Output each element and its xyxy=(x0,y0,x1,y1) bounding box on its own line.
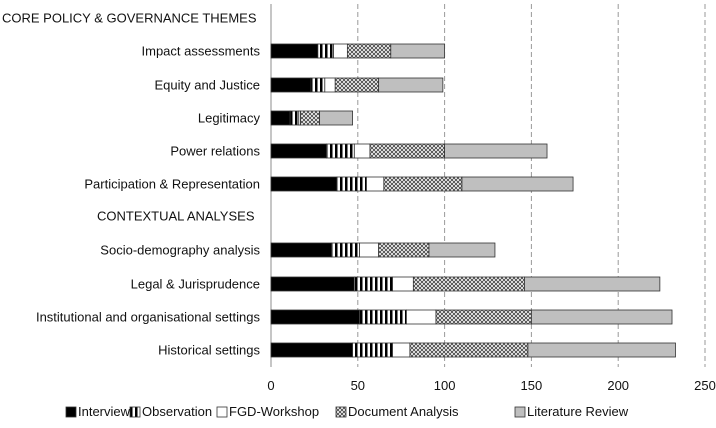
legend-label: Literature Review xyxy=(527,404,629,419)
bar-segment-5-fgd-workshop xyxy=(366,176,385,192)
bar-segment-7-observation xyxy=(353,276,393,292)
bar-segment-6-literature-review xyxy=(428,242,496,258)
legend-label: Interview xyxy=(78,404,131,419)
bar-segment-5-interview xyxy=(270,176,338,192)
bar-segment-9-fgd-workshop xyxy=(392,342,411,358)
bar-segment-3-document-analysis xyxy=(300,110,321,126)
x-tick-label: 150 xyxy=(521,378,543,393)
legend-label: Document Analysis xyxy=(348,404,459,419)
bar-segment-3-observation xyxy=(289,110,300,126)
x-axis: 0 50 100 150 200 250 xyxy=(267,378,715,393)
bar-segment-4-literature-review xyxy=(444,143,548,159)
bar-segment-7-interview xyxy=(270,276,355,292)
bar-segment-9-observation xyxy=(352,342,393,358)
x-tick-label: 50 xyxy=(351,378,365,393)
legend-swatch xyxy=(65,406,77,418)
x-tick-label: 100 xyxy=(434,378,456,393)
bar-segment-9-interview xyxy=(270,342,353,358)
category-label: Equity and Justice xyxy=(154,78,260,93)
bar-segment-9-document-analysis xyxy=(409,342,529,358)
bar-segment-8-literature-review xyxy=(531,309,673,325)
bar-segment-4-fgd-workshop xyxy=(353,143,371,159)
x-tick-label: 200 xyxy=(607,378,629,393)
bar-segment-7-fgd-workshop xyxy=(392,276,414,292)
group-heading: CORE POLICY & GOVERNANCE THEMES xyxy=(2,11,257,26)
bar-segment-4-observation xyxy=(326,143,355,159)
bar-segment-1-document-analysis xyxy=(346,43,392,59)
legend-swatch xyxy=(129,406,141,418)
legend: Interview Observation FGD-Workshop Document… xyxy=(65,404,629,419)
legend-swatch xyxy=(335,406,347,418)
legend-swatch xyxy=(216,406,228,418)
bar-segment-2-interview xyxy=(270,77,312,93)
category-label: Legal & Jurisprudence xyxy=(131,277,260,292)
bar-segment-7-document-analysis xyxy=(412,276,525,292)
bar-segment-5-literature-review xyxy=(461,176,574,192)
bar-segment-3-interview xyxy=(270,110,291,126)
x-tick-label: 0 xyxy=(267,378,274,393)
bar-segment-2-literature-review xyxy=(378,77,444,93)
bar-segment-2-document-analysis xyxy=(334,77,380,93)
bar-segment-6-fgd-workshop xyxy=(359,242,380,258)
bar-segment-2-fgd-workshop xyxy=(324,77,336,93)
bar-segment-7-literature-review xyxy=(524,276,661,292)
bar-segment-5-document-analysis xyxy=(383,176,463,192)
bar-segment-8-fgd-workshop xyxy=(406,309,437,325)
bar-segment-1-interview xyxy=(270,43,319,59)
bar-segment-4-interview xyxy=(270,143,327,159)
legend-swatch xyxy=(514,406,526,418)
category-labels: Impact assessments Equity and Justice Legi… xyxy=(2,11,260,358)
category-label: Legitimacy xyxy=(198,111,261,126)
category-label: Participation & Representation xyxy=(84,177,260,192)
category-label: Impact assessments xyxy=(142,44,261,59)
category-label: Socio-demography analysis xyxy=(100,243,260,258)
bar-segment-4-document-analysis xyxy=(369,143,445,159)
bar-segment-1-observation xyxy=(317,43,334,59)
legend-label: Observation xyxy=(142,404,212,419)
bars-layer xyxy=(270,43,676,358)
bar-segment-8-document-analysis xyxy=(435,309,532,325)
category-label: Historical settings xyxy=(158,343,260,358)
bar-segment-9-literature-review xyxy=(527,342,676,358)
category-label: Power relations xyxy=(170,144,260,159)
bar-segment-1-fgd-workshop xyxy=(333,43,348,59)
bar-segment-1-literature-review xyxy=(390,43,445,59)
bar-segment-3-literature-review xyxy=(319,110,353,126)
bar-segment-8-observation xyxy=(359,309,407,325)
bar-segment-5-observation xyxy=(336,176,367,192)
bar-segment-8-interview xyxy=(270,309,360,325)
bar-segment-6-interview xyxy=(270,242,333,258)
bar-segment-2-observation xyxy=(310,77,326,93)
group-heading: CONTEXTUAL ANALYSES xyxy=(97,209,255,224)
legend-label: FGD-Workshop xyxy=(229,404,319,419)
bar-segment-6-document-analysis xyxy=(378,242,430,258)
bar-segment-6-observation xyxy=(331,242,360,258)
x-tick-label: 250 xyxy=(694,378,716,393)
category-label: Institutional and organisational setting… xyxy=(36,310,261,325)
